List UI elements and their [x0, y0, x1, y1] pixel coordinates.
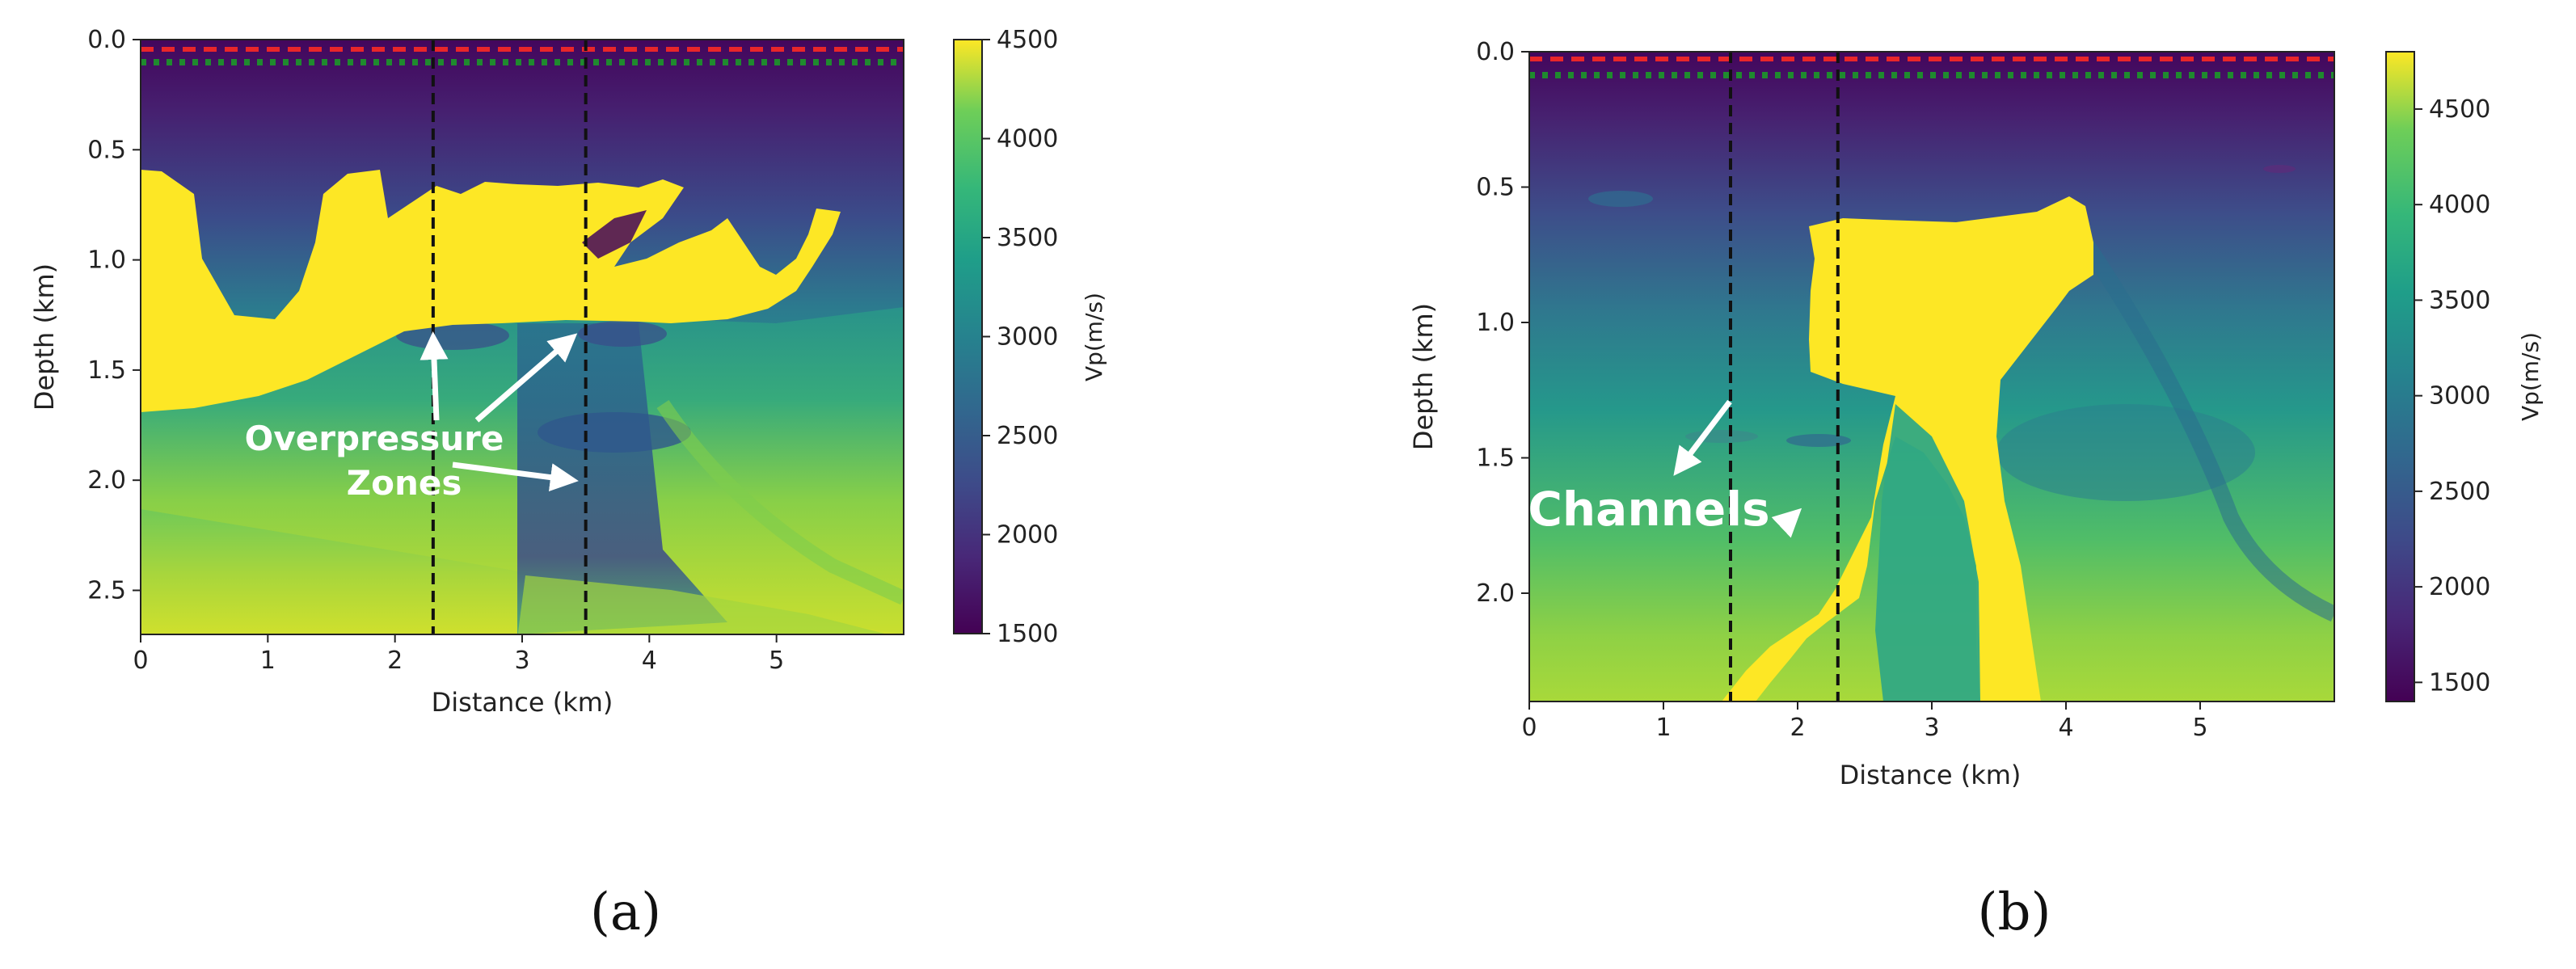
annotation-arrow-b — [1673, 399, 1732, 476]
annotation-arrows-a — [419, 331, 579, 491]
y-ticks-a: 0.0 0.5 1.0 1.5 2.0 2.5 — [87, 26, 141, 605]
overpressure-zone-right — [578, 321, 667, 347]
y-tick-label-b: 0.5 — [1476, 174, 1515, 202]
x-tick-label-b: 4 — [2058, 714, 2073, 742]
annotation-line-2: Zones — [347, 463, 462, 503]
colorbar-gradient-b — [2385, 51, 2415, 702]
y-tick-label-a: 1.5 — [87, 356, 126, 385]
y-tick-label-a: 0.0 — [87, 26, 126, 54]
colorbar-tick-label-a: 3000 — [997, 323, 1058, 352]
y-axis-label-b: Depth (km) — [1408, 303, 1439, 450]
colorbar-tick-label-b: 2000 — [2429, 573, 2490, 601]
annotation-overpressure-zones: Overpressure Zones — [245, 419, 504, 503]
colorbar-ticks-b: 1500 2000 2500 3000 3500 4000 4500 — [2414, 95, 2490, 697]
y-tick-label-b: 1.5 — [1476, 444, 1515, 473]
panel-label-a: (a) — [590, 883, 661, 942]
channel-patch-2 — [1685, 430, 1758, 443]
deep-layer-a — [517, 575, 888, 634]
y-tick-label-b: 0.0 — [1476, 38, 1515, 66]
y-ticks-b: 0.0 0.5 1.0 1.5 2.0 — [1476, 38, 1529, 608]
y-tick-label-a: 0.5 — [87, 136, 126, 164]
colorbar-tick-label-b: 3000 — [2429, 382, 2490, 411]
x-tick-label-a: 5 — [769, 647, 784, 675]
x-tick-label-a: 1 — [260, 647, 276, 675]
vertical-lines-b — [1729, 52, 1840, 701]
x-ticks-a: 0 1 2 3 4 5 — [133, 634, 784, 675]
velocity-field-b — [1529, 52, 2334, 701]
colorbar-tick-label-a: 4000 — [997, 125, 1058, 154]
colorbar-b: 1500 2000 2500 3000 3500 4000 4500 Vp(m/s) — [2385, 51, 2544, 702]
panel-b: 0 1 2 3 4 5 0.0 0.5 1.0 1.5 2.0 Distance (km) Dep… — [1408, 38, 2544, 942]
channel-patch-1 — [1588, 191, 1653, 207]
vertical-lines-a — [431, 40, 588, 634]
colorbar-tick-label-b: 4000 — [2429, 191, 2490, 219]
colorbar-label-b: Vp(m/s) — [2517, 332, 2544, 421]
x-tick-label-b: 0 — [1521, 714, 1537, 742]
salt-gap-b — [1875, 404, 1980, 701]
colorbar-tick-label-b: 1500 — [2429, 668, 2490, 697]
salt-body-a — [141, 170, 841, 412]
salt-gap-a — [582, 210, 647, 259]
colorbar-tick-label-a: 4500 — [997, 26, 1058, 54]
channel-patch-3 — [1786, 434, 1851, 447]
annotation-arrow-a — [474, 333, 578, 423]
colorbar-tick-label-a: 2500 — [997, 422, 1058, 450]
x-tick-label-b: 1 — [1655, 714, 1671, 742]
x-tick-label-a: 4 — [642, 647, 657, 675]
colorbar-tick-label-a: 1500 — [997, 620, 1058, 648]
colorbar-label-a: Vp(m/s) — [1081, 293, 1107, 381]
x-ticks-b: 0 1 2 3 4 5 — [1521, 701, 2208, 742]
x-axis-label-a: Distance (km) — [432, 687, 613, 718]
x-tick-label-a: 3 — [514, 647, 529, 675]
annotation-line-1: Overpressure — [245, 419, 504, 458]
colorbar-a: 1500 2000 2500 3000 3500 4000 4500 Vp(m/s) — [953, 26, 1107, 648]
overpressure-column-a — [517, 323, 727, 634]
dipping-layer-b — [2078, 238, 2334, 622]
y-tick-label-b: 2.0 — [1476, 579, 1515, 608]
channel-patch-4 — [2263, 165, 2296, 173]
colorbar-tick-label-b: 3500 — [2429, 286, 2490, 314]
annotation-arrow-a — [419, 331, 449, 421]
annotation-channels: Channels — [1528, 482, 1769, 537]
overpressure-zone-lower — [538, 412, 691, 453]
colorbar-tick-label-a: 2000 — [997, 521, 1058, 550]
colorbar-tick-label-b: 4500 — [2429, 95, 2490, 124]
panel-label-b: (b) — [1978, 883, 2051, 942]
x-tick-label-a: 2 — [387, 647, 403, 675]
colorbar-tick-label-b: 2500 — [2429, 478, 2490, 506]
annotation-arrow-b — [1771, 508, 1802, 538]
dipping-layer-a — [656, 400, 904, 605]
x-tick-label-b: 3 — [1924, 714, 1939, 742]
x-tick-label-b: 2 — [1790, 714, 1805, 742]
y-tick-label-a: 2.5 — [87, 576, 126, 605]
y-axis-label-a: Depth (km) — [29, 263, 60, 411]
velocity-field-a — [141, 40, 904, 634]
salt-body-b — [1722, 196, 2093, 701]
colorbar-tick-label-a: 3500 — [997, 224, 1058, 252]
colorbar-ticks-a: 1500 2000 2500 3000 3500 4000 4500 — [982, 26, 1058, 648]
y-tick-label-a: 2.0 — [87, 466, 126, 495]
annotation-arrows-b — [1673, 399, 1802, 538]
colorbar-gradient-a — [953, 39, 983, 634]
x-axis-label-b: Distance (km) — [1840, 760, 2022, 790]
x-tick-label-b: 5 — [2192, 714, 2207, 742]
annotation-arrow-a — [452, 461, 579, 491]
y-tick-label-b: 1.0 — [1476, 309, 1515, 337]
y-tick-label-a: 1.0 — [87, 246, 126, 275]
x-tick-label-a: 0 — [133, 647, 148, 675]
